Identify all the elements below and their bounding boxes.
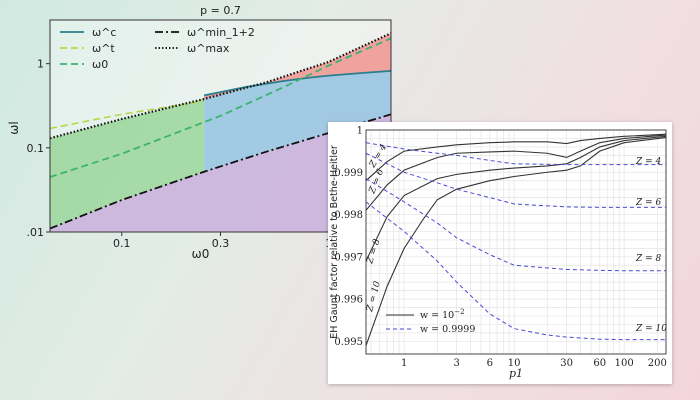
x-axis-label: ω0 bbox=[192, 247, 210, 261]
x-tick-label: 60 bbox=[593, 358, 606, 369]
series-line-8 bbox=[365, 201, 666, 341]
series-line-7 bbox=[365, 178, 666, 272]
series-line-2 bbox=[49, 100, 205, 130]
region-blue bbox=[204, 70, 391, 172]
right-chart: 1 3 6 10 30 60 100 200 0.995 0.996 0.997 0.998 0.999… bbox=[328, 122, 672, 384]
series-line-1 bbox=[365, 133, 667, 182]
series-line-3 bbox=[365, 135, 667, 262]
region-green bbox=[50, 99, 205, 229]
legend-label-1: w = 10−2 bbox=[420, 308, 465, 321]
chart-title: p = 0.7 bbox=[200, 4, 241, 17]
y-tick-label: 1 bbox=[37, 58, 44, 71]
x-tick-label: 3 bbox=[453, 358, 459, 369]
y-tick-label: .01 bbox=[27, 226, 45, 239]
legend-label-2: ω^t bbox=[92, 42, 115, 55]
curve-label-5: Z = 4 bbox=[635, 157, 662, 167]
series-line-4 bbox=[365, 137, 667, 346]
series-line-2 bbox=[365, 134, 667, 211]
curve-label-8: Z = 10 bbox=[635, 324, 667, 334]
legend-label-4: ω^min_1+2 bbox=[187, 26, 255, 39]
y-axis-label: EH Gaunt factor relative to Bethe-Heitle… bbox=[329, 145, 340, 339]
y-tick-label: 1 bbox=[357, 126, 363, 137]
x-tick-label: 0.3 bbox=[212, 237, 230, 250]
series-line-6 bbox=[365, 152, 666, 208]
legend-label-5: ω^max bbox=[187, 42, 230, 55]
curve-label-7: Z = 8 bbox=[635, 254, 662, 264]
y-tick-label: 0.997 bbox=[334, 252, 363, 263]
y-tick-label: 0.996 bbox=[334, 295, 363, 306]
x-axis-label: p1 bbox=[509, 367, 523, 380]
series-line-1 bbox=[203, 70, 392, 97]
right-chart-svg: 1 3 6 10 30 60 100 200 0.995 0.996 0.997 0.998 0.999… bbox=[329, 126, 667, 381]
region-purple bbox=[50, 114, 391, 232]
x-tick-label: 100 bbox=[615, 358, 634, 369]
curve-label-4: Z = 10 bbox=[365, 280, 383, 314]
y-tick-label: 0.998 bbox=[334, 210, 363, 221]
y-axis-label: ωl bbox=[7, 121, 21, 134]
x-tick-label: 200 bbox=[648, 358, 667, 369]
series-line-3 bbox=[49, 37, 392, 178]
curve-label-6: Z = 6 bbox=[635, 198, 662, 208]
x-tick-label: 10 bbox=[508, 358, 521, 369]
y-tick-label: 0.1 bbox=[27, 142, 45, 155]
x-tick-label: 30 bbox=[560, 358, 573, 369]
plot-frame bbox=[365, 129, 667, 355]
x-tick-label: 1 bbox=[401, 358, 407, 369]
legend-label-2: w = 0.9999 bbox=[420, 324, 475, 335]
legend-label-1-superscript: −2 bbox=[454, 308, 464, 316]
x-tick-label: 6 bbox=[487, 358, 493, 369]
y-tick-label: 0.999 bbox=[334, 168, 363, 179]
legend-label-3: ω0 bbox=[92, 58, 108, 71]
x-tick-label: 0.1 bbox=[113, 237, 131, 250]
series-line-5 bbox=[365, 142, 666, 166]
y-tick-label: 0.995 bbox=[334, 337, 363, 348]
legend-label-1: ω^c bbox=[92, 26, 116, 39]
